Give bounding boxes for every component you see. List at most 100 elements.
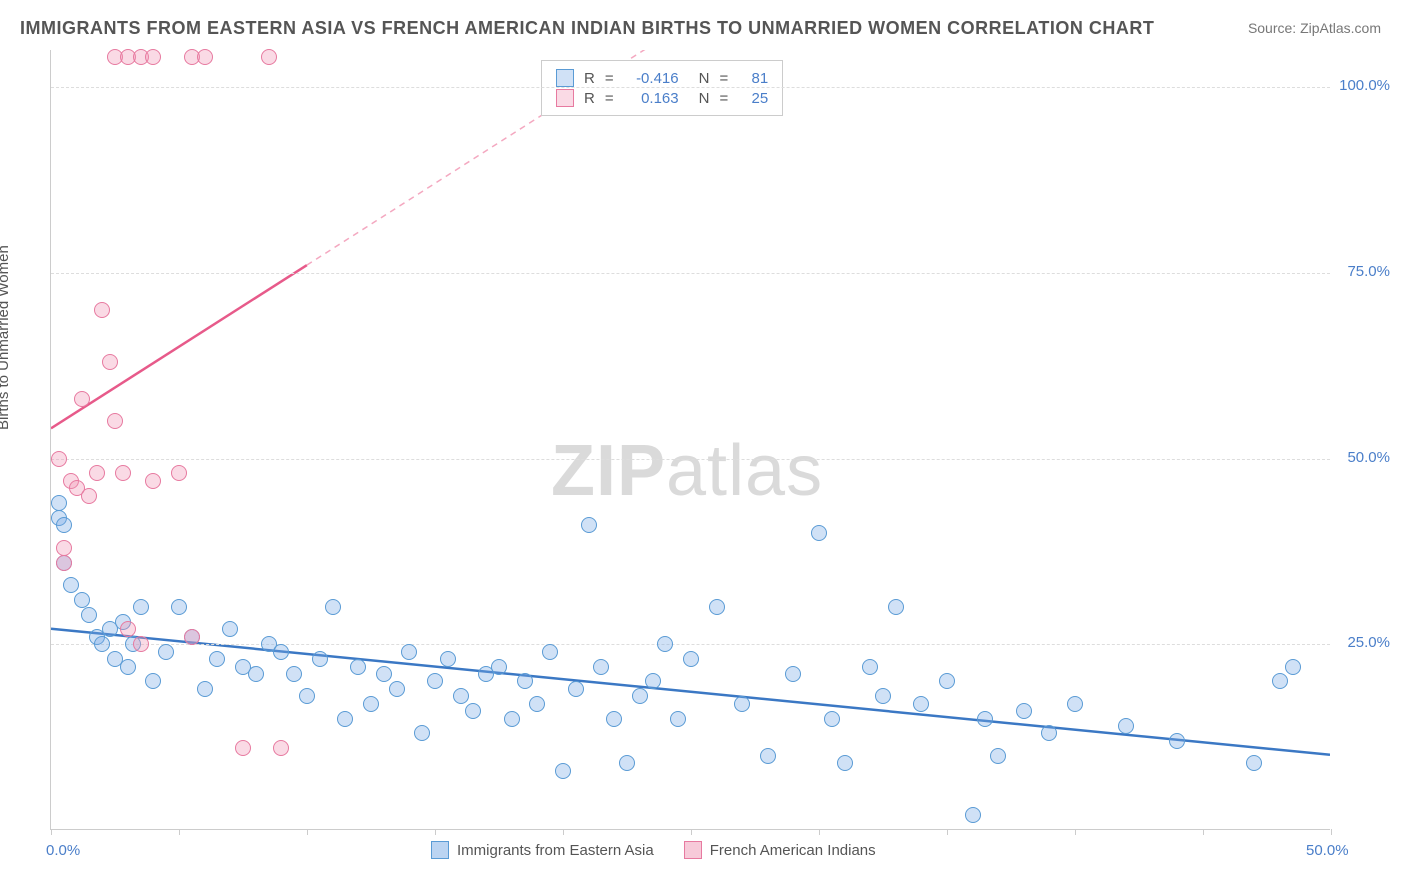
scatter-point bbox=[824, 711, 840, 727]
watermark-bold: ZIP bbox=[551, 431, 666, 511]
scatter-point bbox=[51, 495, 67, 511]
stat-eq: = bbox=[719, 90, 728, 107]
scatter-point bbox=[632, 688, 648, 704]
scatter-point bbox=[670, 711, 686, 727]
stat-n-label: N bbox=[699, 70, 710, 87]
scatter-point bbox=[171, 465, 187, 481]
x-tick-mark bbox=[819, 829, 820, 835]
scatter-point bbox=[491, 659, 507, 675]
x-tick-label: 0.0% bbox=[46, 842, 80, 859]
scatter-point bbox=[337, 711, 353, 727]
scatter-point bbox=[197, 681, 213, 697]
x-tick-mark bbox=[435, 829, 436, 835]
stat-n-value: 81 bbox=[738, 70, 768, 87]
scatter-point bbox=[401, 644, 417, 660]
scatter-point bbox=[977, 711, 993, 727]
scatter-point bbox=[74, 592, 90, 608]
legend-label: Immigrants from Eastern Asia bbox=[457, 842, 654, 859]
gridline bbox=[51, 459, 1330, 460]
scatter-point bbox=[517, 673, 533, 689]
scatter-point bbox=[115, 465, 131, 481]
scatter-point bbox=[785, 666, 801, 682]
scatter-point bbox=[657, 636, 673, 652]
scatter-point bbox=[1246, 755, 1262, 771]
x-tick-label: 50.0% bbox=[1306, 842, 1349, 859]
legend-item: Immigrants from Eastern Asia bbox=[431, 841, 654, 859]
scatter-point bbox=[102, 354, 118, 370]
stat-eq: = bbox=[605, 70, 614, 87]
watermark-light: atlas bbox=[666, 431, 823, 511]
scatter-point bbox=[350, 659, 366, 675]
scatter-point bbox=[184, 629, 200, 645]
x-tick-mark bbox=[179, 829, 180, 835]
scatter-point bbox=[709, 599, 725, 615]
legend-swatch bbox=[556, 89, 574, 107]
scatter-point bbox=[363, 696, 379, 712]
scatter-point bbox=[273, 644, 289, 660]
scatter-point bbox=[145, 473, 161, 489]
gridline bbox=[51, 87, 1330, 88]
x-tick-mark bbox=[307, 829, 308, 835]
scatter-point bbox=[913, 696, 929, 712]
scatter-point bbox=[133, 599, 149, 615]
gridline bbox=[51, 273, 1330, 274]
legend-stats-row: R=-0.416N=81 bbox=[556, 69, 768, 87]
y-tick-label: 25.0% bbox=[1347, 634, 1390, 651]
x-tick-mark bbox=[563, 829, 564, 835]
scatter-point bbox=[94, 302, 110, 318]
scatter-point bbox=[273, 740, 289, 756]
scatter-point bbox=[414, 725, 430, 741]
scatter-point bbox=[811, 525, 827, 541]
scatter-point bbox=[145, 673, 161, 689]
legend-label: French American Indians bbox=[710, 842, 876, 859]
scatter-point bbox=[81, 607, 97, 623]
scatter-point bbox=[376, 666, 392, 682]
scatter-point bbox=[888, 599, 904, 615]
scatter-point bbox=[158, 644, 174, 660]
gridline bbox=[51, 644, 1330, 645]
scatter-point bbox=[133, 636, 149, 652]
stat-r-value: 0.163 bbox=[624, 90, 679, 107]
scatter-point bbox=[555, 763, 571, 779]
scatter-point bbox=[568, 681, 584, 697]
chart-plot-area: ZIPatlas R=-0.416N=81R=0.163N=25 Immigra… bbox=[50, 50, 1330, 830]
scatter-point bbox=[235, 740, 251, 756]
scatter-point bbox=[875, 688, 891, 704]
legend-swatch bbox=[431, 841, 449, 859]
scatter-point bbox=[837, 755, 853, 771]
scatter-point bbox=[63, 577, 79, 593]
scatter-point bbox=[56, 555, 72, 571]
scatter-point bbox=[1016, 703, 1032, 719]
scatter-point bbox=[504, 711, 520, 727]
scatter-point bbox=[427, 673, 443, 689]
scatter-point bbox=[74, 391, 90, 407]
scatter-point bbox=[51, 451, 67, 467]
scatter-point bbox=[81, 488, 97, 504]
source-label: Source: ZipAtlas.com bbox=[1248, 20, 1381, 36]
scatter-point bbox=[286, 666, 302, 682]
scatter-point bbox=[325, 599, 341, 615]
scatter-point bbox=[248, 666, 264, 682]
scatter-point bbox=[465, 703, 481, 719]
scatter-point bbox=[94, 636, 110, 652]
scatter-point bbox=[939, 673, 955, 689]
legend-swatch bbox=[556, 69, 574, 87]
scatter-point bbox=[222, 621, 238, 637]
scatter-point bbox=[645, 673, 661, 689]
scatter-point bbox=[1272, 673, 1288, 689]
scatter-point bbox=[542, 644, 558, 660]
scatter-point bbox=[1169, 733, 1185, 749]
x-tick-mark bbox=[51, 829, 52, 835]
scatter-point bbox=[683, 651, 699, 667]
scatter-point bbox=[440, 651, 456, 667]
x-tick-mark bbox=[1331, 829, 1332, 835]
scatter-point bbox=[209, 651, 225, 667]
scatter-point bbox=[734, 696, 750, 712]
scatter-point bbox=[529, 696, 545, 712]
scatter-point bbox=[1285, 659, 1301, 675]
scatter-point bbox=[593, 659, 609, 675]
scatter-point bbox=[760, 748, 776, 764]
scatter-point bbox=[965, 807, 981, 823]
stat-r-label: R bbox=[584, 90, 595, 107]
scatter-point bbox=[299, 688, 315, 704]
